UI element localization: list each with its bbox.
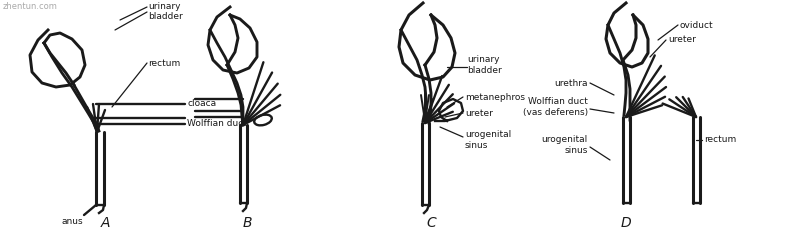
Text: metanephros: metanephros: [465, 93, 525, 102]
Text: oviduct: oviduct: [680, 20, 714, 30]
Text: urogenital
sinus: urogenital sinus: [542, 135, 588, 155]
Text: urinary
bladder: urinary bladder: [148, 2, 182, 21]
Text: urinary
bladder: urinary bladder: [467, 55, 502, 75]
Text: ureter: ureter: [668, 35, 696, 44]
Text: rectum: rectum: [704, 136, 736, 145]
Text: A: A: [100, 216, 110, 230]
Text: B: B: [242, 216, 252, 230]
Text: Wolffian duct
(vas deferens): Wolffian duct (vas deferens): [523, 97, 588, 117]
Text: urethra: urethra: [554, 78, 588, 87]
Text: zhentun.com: zhentun.com: [3, 2, 58, 11]
Text: Wolffian duct: Wolffian duct: [187, 120, 247, 129]
Text: C: C: [426, 216, 436, 230]
Text: D: D: [621, 216, 631, 230]
Text: anus: anus: [61, 218, 83, 227]
Text: urogenital
sinus: urogenital sinus: [465, 130, 511, 150]
Text: cloaca: cloaca: [187, 99, 216, 109]
Text: ureter: ureter: [465, 109, 493, 118]
Text: rectum: rectum: [148, 59, 180, 67]
